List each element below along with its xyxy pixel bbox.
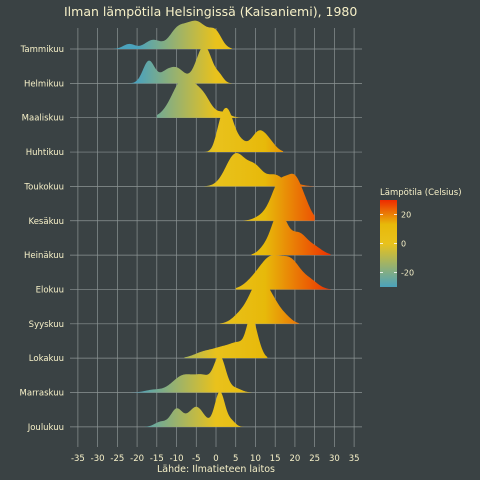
- month-label: Elokuu: [36, 285, 64, 295]
- x-tick-label: 25: [309, 454, 320, 464]
- month-label: Huhtikuu: [26, 148, 64, 158]
- x-tick-label: -35: [71, 454, 85, 464]
- ridge-marraskuu: [129, 355, 252, 393]
- month-label: Syyskuu: [29, 320, 64, 330]
- x-tick-label: 5: [233, 454, 238, 464]
- x-tick-label: -10: [170, 454, 184, 464]
- x-tick-label: -25: [110, 454, 124, 464]
- month-label: Helmikuu: [24, 79, 64, 89]
- x-axis-ticks: -35 -30 -25 -20 -15 -10 -5 0 5 10 15 20 25 30 35: [71, 454, 360, 464]
- x-tick-label: 20: [290, 454, 301, 464]
- legend-title: Lämpötila (Celsius): [380, 188, 462, 198]
- ridge-elokuu: [235, 255, 331, 290]
- chart-title: Ilman lämpötila Helsingissä (Kaisaniemi)…: [64, 4, 357, 19]
- legend-tick-label: 20: [401, 211, 411, 220]
- ridge-syyskuu: [219, 279, 299, 324]
- ridge-heinäkuu: [251, 211, 331, 256]
- ridge-lokakuu: [184, 315, 268, 359]
- x-tick-label: 35: [349, 454, 360, 464]
- ridge-toukokuu: [204, 153, 315, 187]
- ridge-joulukuu: [144, 391, 244, 427]
- ridges: [113, 20, 331, 427]
- x-tick-label: -5: [192, 454, 200, 464]
- month-label: Tammikuu: [20, 45, 64, 55]
- legend-tick-label: 0: [401, 240, 406, 249]
- month-label: Maaliskuu: [22, 114, 64, 124]
- x-tick-label: -20: [130, 454, 144, 464]
- legend-tick-label: -20: [401, 269, 414, 278]
- legend-colorbar: [380, 200, 397, 287]
- x-tick-label: 0: [213, 454, 218, 464]
- x-tick-label: 30: [329, 454, 340, 464]
- x-tick-label: -30: [91, 454, 105, 464]
- ridge-kesäkuu: [243, 173, 315, 221]
- ridge-tammikuu: [113, 20, 232, 49]
- ridge-helmikuu: [121, 45, 232, 84]
- legend-ticks: 20 0 -20: [380, 211, 414, 278]
- month-label: Toukokuu: [23, 182, 64, 192]
- ridge-maaliskuu: [156, 76, 240, 118]
- x-tick-label: -15: [150, 454, 164, 464]
- x-tick-label: 15: [270, 454, 281, 464]
- month-label: Joulukuu: [27, 423, 64, 433]
- month-label: Marraskuu: [20, 389, 64, 399]
- legend: Lämpötila (Celsius) 20 0 -20: [380, 188, 462, 287]
- x-tick-label: 10: [250, 454, 261, 464]
- x-axis-label: Lähde: Ilmatieteen laitos: [157, 464, 275, 475]
- month-label: Heinäkuu: [24, 251, 64, 261]
- month-label: Lokakuu: [29, 354, 64, 364]
- month-label: Kesäkuu: [29, 217, 64, 227]
- month-labels: Tammikuu Helmikuu Maaliskuu Huhtikuu Toukoku…: [20, 45, 64, 433]
- ridge-huhtikuu: [200, 107, 284, 153]
